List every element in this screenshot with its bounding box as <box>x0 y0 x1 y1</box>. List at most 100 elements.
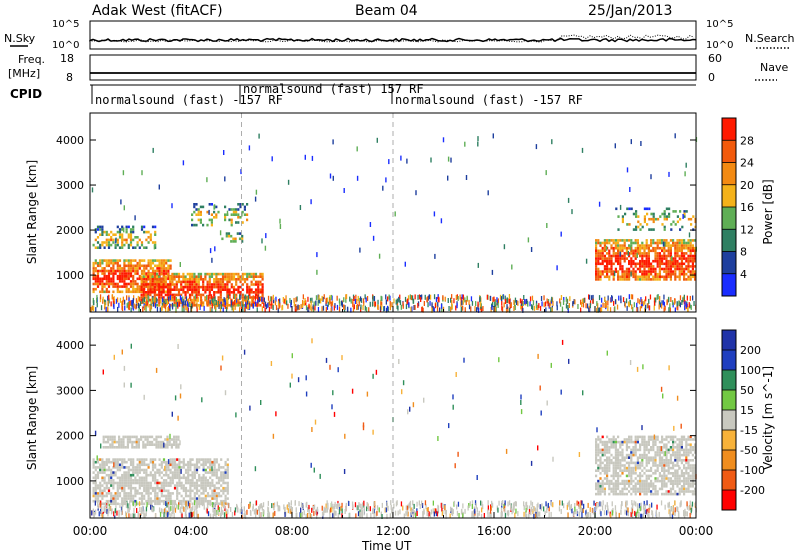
velocity-cell <box>131 440 134 444</box>
power-speckle <box>264 307 266 313</box>
power-speckle <box>506 304 508 310</box>
velocity-cell <box>222 466 225 469</box>
velocity-cell <box>689 438 692 441</box>
power-speckle <box>468 299 470 305</box>
velocity-cell <box>674 477 677 480</box>
velocity-cell <box>206 499 210 503</box>
power-cell <box>140 283 143 286</box>
power-cell <box>645 259 648 263</box>
power-cell <box>215 272 218 276</box>
power-cell <box>116 282 119 286</box>
power-cell <box>645 246 648 250</box>
power-cell <box>624 212 627 216</box>
power-cell <box>636 278 639 281</box>
power-cell <box>138 274 141 278</box>
velocity-cell <box>612 440 615 444</box>
power-speckle <box>631 304 633 310</box>
velocity-cell <box>92 458 95 461</box>
velocity-cell <box>114 460 117 464</box>
power-speckle <box>158 184 160 190</box>
power-cell <box>221 285 225 289</box>
power-speckle <box>147 294 149 300</box>
velocity-cell <box>116 476 119 480</box>
power-cell <box>94 228 97 231</box>
power-speckle <box>430 157 432 163</box>
velocity-cell <box>96 473 100 477</box>
velocity-cell <box>619 482 622 485</box>
velocity-speckle <box>416 508 418 514</box>
power-speckle <box>121 301 123 307</box>
velocity-cell <box>116 468 119 472</box>
power-cell <box>687 241 690 245</box>
power-cell <box>689 246 692 250</box>
power-cell <box>149 283 152 286</box>
power-cell <box>153 280 156 284</box>
power-speckle <box>104 304 106 310</box>
power-cell <box>213 293 216 297</box>
power-cell <box>158 280 161 284</box>
power-speckle <box>427 295 430 301</box>
power-cell <box>674 246 677 250</box>
velocity-cell <box>176 481 179 485</box>
power-cell <box>180 288 183 291</box>
power-speckle <box>470 296 473 302</box>
power-cell <box>678 272 681 276</box>
velocity-cell <box>176 497 179 500</box>
velocity-cell <box>625 456 628 459</box>
power-cell <box>623 252 626 255</box>
velocity-cell <box>206 458 210 461</box>
velocity-cell <box>169 484 172 487</box>
velocity-speckle <box>207 503 209 509</box>
power-speckle <box>411 306 413 312</box>
velocity-cell <box>176 492 179 495</box>
power-speckle <box>123 227 125 233</box>
power-cell <box>99 264 102 268</box>
power-cell <box>182 288 185 291</box>
velocity-cell <box>173 466 177 469</box>
velocity-speckle <box>289 506 291 511</box>
velocity-cell <box>138 463 141 467</box>
power-cell <box>173 304 176 307</box>
velocity-cell <box>213 458 216 461</box>
power-cell <box>138 264 141 268</box>
velocity-cell <box>170 443 173 446</box>
power-speckle <box>132 298 134 304</box>
power-cell <box>224 283 227 286</box>
power-cell <box>158 301 161 304</box>
velocity-speckle <box>374 501 376 506</box>
velocity-cell <box>103 494 106 498</box>
velocity-speckle <box>340 506 342 512</box>
velocity-cell <box>101 479 104 482</box>
power-speckle <box>372 296 374 302</box>
velocity-cell <box>94 494 97 498</box>
power-cell <box>689 244 692 247</box>
power-cell <box>678 239 681 242</box>
power-cell <box>694 257 697 260</box>
velocity-speckle <box>643 500 645 506</box>
power-speckle <box>373 301 375 307</box>
power-cell <box>123 272 126 275</box>
power-cell <box>650 267 653 271</box>
power-cell <box>228 272 231 276</box>
power-speckle <box>604 303 606 308</box>
power-cell <box>103 267 106 270</box>
power-cell <box>599 262 602 266</box>
power-cell <box>663 278 666 281</box>
velocity-cell <box>165 489 168 493</box>
power-cell <box>99 243 102 247</box>
velocity-cell <box>595 469 598 472</box>
power-speckle <box>414 304 416 310</box>
velocity-cell <box>176 484 179 487</box>
power-cell <box>595 262 598 266</box>
velocity-cell <box>636 435 639 439</box>
power-cell <box>110 269 113 273</box>
velocity-cell <box>617 464 620 467</box>
power-cell <box>235 288 238 291</box>
power-cell <box>215 291 218 294</box>
power-cell <box>691 259 694 263</box>
power-cell <box>173 285 176 289</box>
velocity-cell <box>661 474 664 478</box>
power-cell <box>118 280 122 283</box>
power-cell <box>641 265 644 268</box>
power-cell <box>679 228 682 231</box>
